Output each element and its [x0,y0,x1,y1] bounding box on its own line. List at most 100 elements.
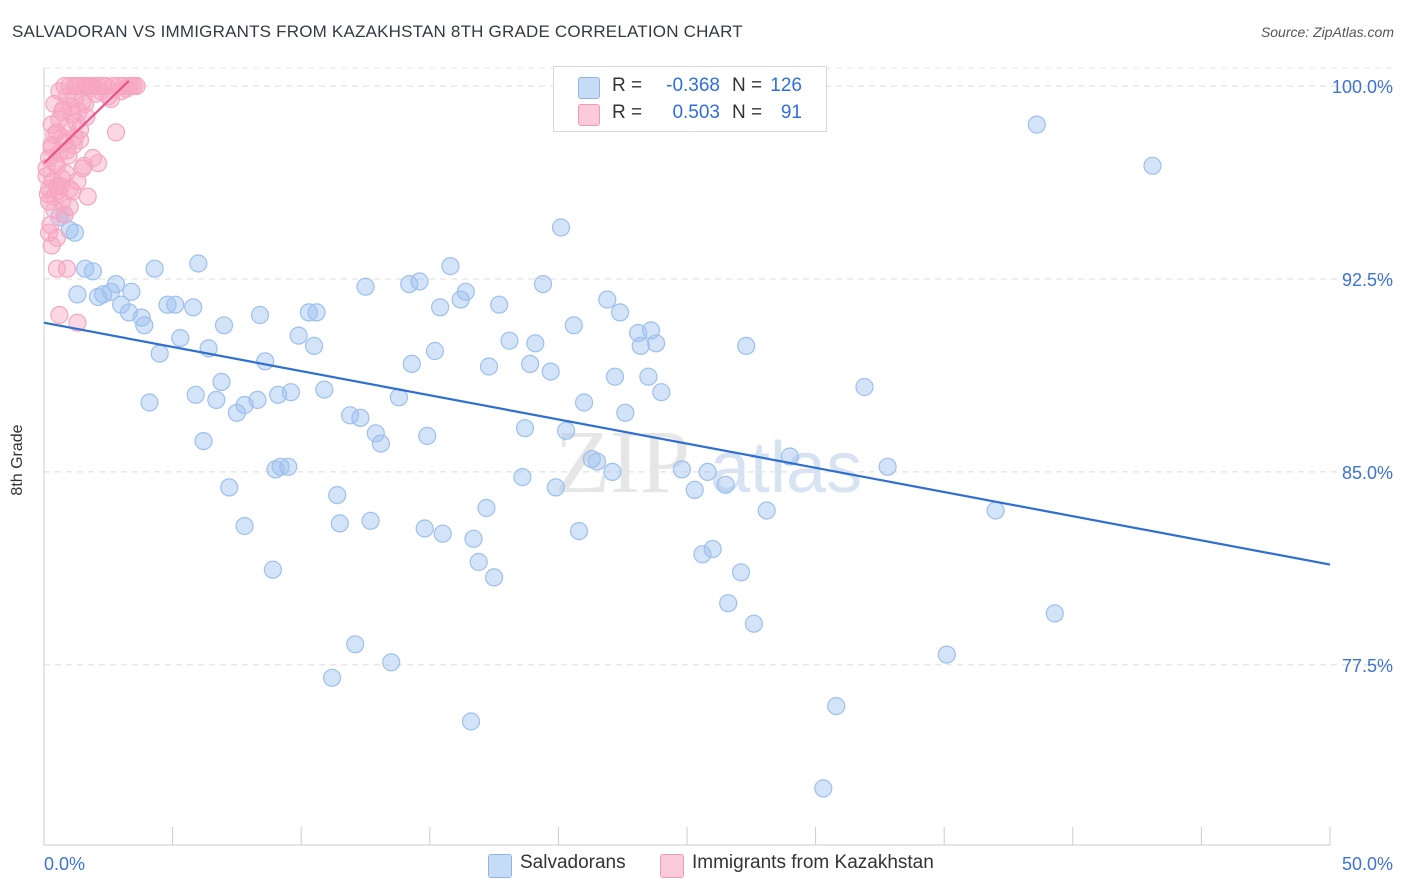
data-point [520,354,540,373]
data-point [351,408,370,427]
data-point [469,552,488,572]
legend-n-value: 126 [770,75,802,96]
data-point [415,519,434,538]
data-point [780,447,800,466]
data-point [703,539,722,559]
data-point [52,102,72,121]
data-point [610,303,630,322]
series-salvadorans [50,76,1162,798]
data-point [652,383,671,402]
data-point [937,645,956,664]
data-point [256,352,275,371]
data-point [693,545,712,564]
data-point [194,432,213,451]
data-point [716,475,735,494]
y-tick-label: 100.0% [1332,77,1393,97]
data-point [410,272,429,291]
data-point [341,406,360,425]
data-point [50,305,69,325]
data-point [299,303,318,322]
data-point [328,486,347,505]
data-point [305,336,324,355]
data-point [281,383,300,402]
data-point [76,94,95,114]
data-point [564,316,583,335]
data-point [184,298,203,317]
data-point [464,529,483,548]
data-point [101,282,121,301]
data-point [814,779,833,798]
data-point [546,478,565,497]
data-point [81,76,100,96]
data-point [68,285,87,304]
data-point [433,524,452,543]
data-point [485,568,504,587]
data-point [122,282,141,301]
data-point [227,403,246,422]
data-point [744,614,764,633]
legend-row-salvadorans: R = -0.368 N = 126 [554,73,826,101]
data-point [461,712,481,731]
x-tick-label: 50.0% [1342,854,1393,874]
bottom-legend-swatch [660,854,684,878]
data-point [271,457,290,476]
data-point [346,635,365,654]
legend-r-label: R = [612,75,643,96]
data-point [135,316,154,335]
data-point [441,257,460,276]
trend-lines [43,80,1331,566]
data-point [556,421,576,440]
source-label: Source: ZipAtlas.com [1260,24,1394,40]
data-point [323,668,342,687]
data-point [47,259,67,278]
data-point [587,452,607,471]
data-point [57,259,77,278]
data-point [1027,115,1046,134]
data-point [490,295,509,314]
data-point [639,367,658,386]
data-point [646,334,666,353]
data-point [189,254,208,273]
data-point [307,303,326,322]
data-point [145,259,164,278]
data-point [83,262,103,281]
grid-lines [44,67,1392,666]
watermark-zip: ZIP [555,413,690,512]
legend-r-value: -0.368 [666,75,720,96]
legend-swatch-salvadorans [578,77,600,99]
data-point [533,275,553,294]
data-point [431,298,450,317]
data-point [366,424,385,443]
data-point [207,390,226,409]
data-point [526,334,545,353]
legend-swatch-kazakhstan [578,104,600,126]
data-point [47,228,67,247]
data-point [235,516,254,536]
data-point [186,385,205,404]
data-point [112,82,131,101]
data-point [855,377,874,397]
data-point [106,123,126,142]
data-point [356,277,375,296]
data-point [731,563,751,582]
legend-n-value: 91 [780,102,802,123]
axes [43,68,1331,846]
data-point [402,354,421,373]
data-point [569,521,589,541]
data-point [513,468,532,487]
data-point [382,653,401,672]
data-point [616,403,635,422]
data-point [719,594,738,613]
data-point [361,511,380,530]
data-point [220,478,239,497]
data-point [250,305,270,325]
data-point [827,696,846,716]
data-point [39,192,59,211]
data-point [515,419,535,438]
data-point [541,362,560,381]
data-point [400,275,419,294]
data-point [214,316,234,335]
data-point [68,313,87,332]
data-point [70,130,90,150]
legend-n-label: N = [732,102,763,123]
